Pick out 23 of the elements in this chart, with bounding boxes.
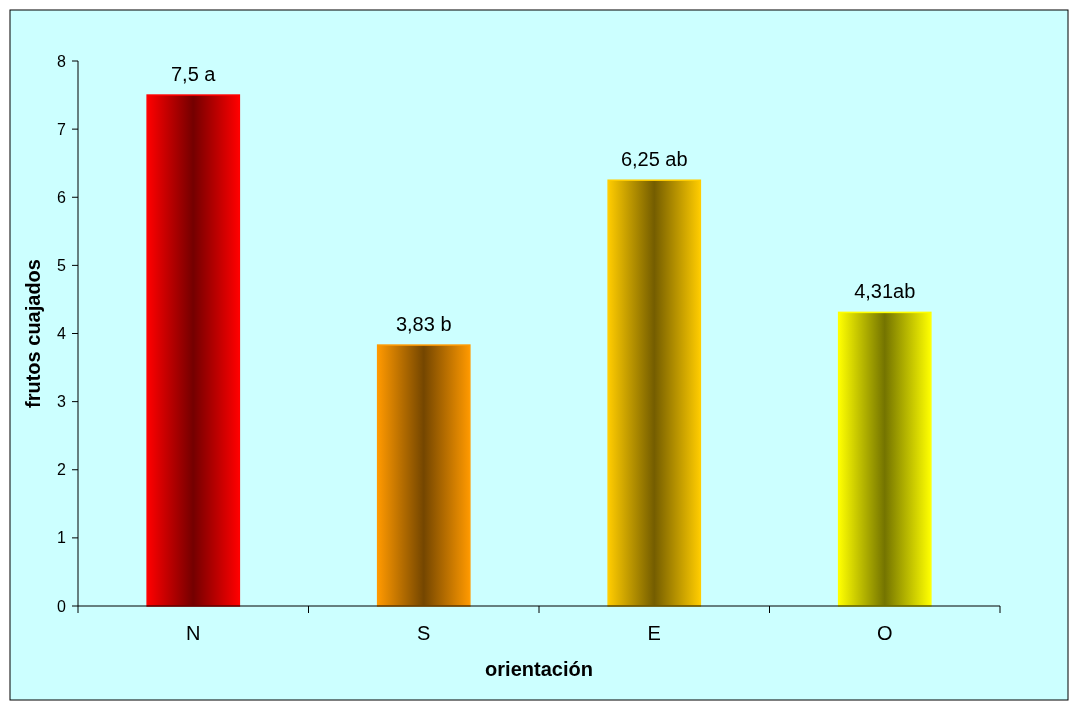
bar	[607, 179, 702, 607]
y-tick-label: 4	[57, 325, 67, 343]
y-tick-label: 2	[57, 461, 67, 479]
bar	[146, 94, 241, 607]
x-tick-label: S	[417, 622, 431, 644]
x-tick-label: N	[186, 622, 201, 644]
data-label: 3,83 b	[395, 313, 452, 336]
y-tick-label: 1	[57, 529, 67, 547]
y-tick-label: 3	[57, 393, 67, 411]
data-label: 6,25 ab	[620, 148, 688, 171]
bar	[376, 344, 471, 607]
y-tick-label: 8	[57, 52, 67, 70]
y-tick-label: 5	[57, 256, 67, 274]
x-tick-label: E	[647, 622, 661, 644]
y-axis-title: frutos cuajados	[22, 259, 44, 408]
data-label: 4,31ab	[854, 280, 916, 303]
y-tick-label: 0	[57, 597, 67, 615]
y-tick-label: 6	[57, 188, 67, 206]
data-label: 7,5 a	[171, 63, 217, 86]
x-axis-title: orientación	[485, 658, 593, 680]
x-tick-label: O	[876, 622, 893, 644]
y-tick-label: 7	[57, 120, 67, 138]
bar	[837, 311, 932, 607]
